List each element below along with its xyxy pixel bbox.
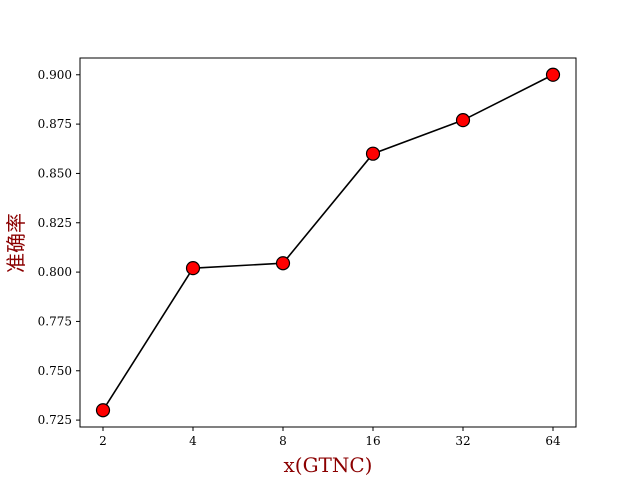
y-tick-label: 0.800	[38, 265, 72, 279]
y-axis-title: 准确率	[4, 213, 28, 273]
y-axis: 0.725 0.750 0.775 0.800 0.825 0.850 0.875 0.900	[38, 68, 80, 427]
data-point	[95, 403, 111, 418]
series-line	[102, 74, 554, 411]
x-tick-label: 2	[99, 434, 107, 448]
data-point	[365, 146, 381, 161]
data-point	[185, 261, 201, 276]
x-tick-label: 4	[189, 434, 197, 448]
x-axis: 2 4 8 16 32 64	[99, 427, 561, 448]
y-tick-label: 0.900	[38, 68, 72, 82]
x-axis-title: x(GTNC)	[283, 453, 372, 477]
x-tick-label: 64	[545, 434, 561, 448]
y-tick-label: 0.875	[38, 117, 72, 131]
plot-area-frame	[79, 57, 577, 428]
y-tick-label: 0.775	[38, 314, 72, 328]
x-tick-label: 32	[455, 434, 470, 448]
y-tick-label: 0.725	[38, 413, 72, 427]
x-tick-label: 16	[365, 434, 380, 448]
y-tick-label: 0.825	[38, 216, 72, 230]
x-tick-label: 8	[279, 434, 287, 448]
series-markers	[95, 67, 561, 418]
y-tick-label: 0.750	[38, 364, 72, 378]
data-point	[545, 67, 561, 82]
data-point	[455, 113, 471, 128]
y-tick-label: 0.850	[38, 166, 72, 180]
data-point	[275, 256, 291, 271]
